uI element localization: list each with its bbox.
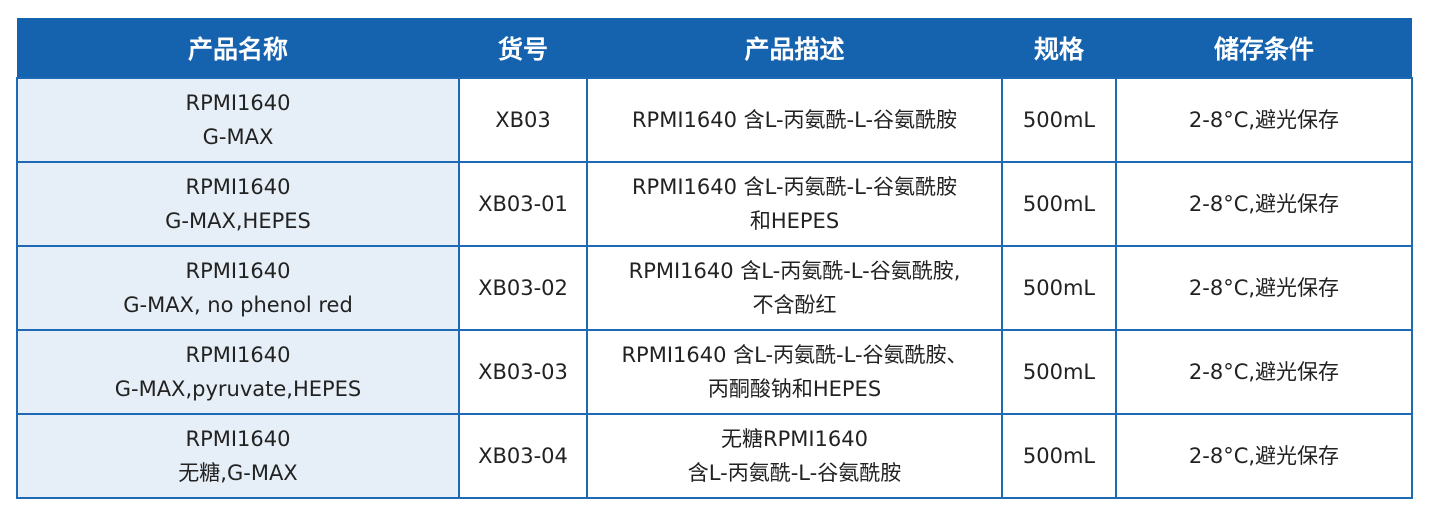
- cell-spec: 500mL: [1001, 245, 1117, 331]
- cell-spec: 500mL: [1001, 161, 1117, 247]
- cell-product-name-text: G-MAX,pyruvate,HEPES: [114, 377, 362, 401]
- cell-product-name: RPMI1640 G-MAX, no phenol red: [16, 245, 460, 331]
- cell-storage-text: 2-8°C,避光保存: [1188, 444, 1340, 468]
- table-row: RPMI1640 G-MAX,pyruvate,HEPES XB03-03 RPMI1…: [16, 329, 1413, 415]
- table-row: RPMI1640 G-MAX,HEPES XB03-01 RPMI1640 含L-丙氨…: [16, 161, 1413, 247]
- cell-description: RPMI1640 含L-丙氨酰-L-谷氨酰胺: [586, 77, 1003, 163]
- cell-product-name-text: RPMI1640: [185, 259, 291, 283]
- product-table: 产品名称 货号 产品描述 规格 储存条件 RPMI1640 G-MAX XB03 RP…: [16, 18, 1413, 499]
- cell-code: XB03-03: [458, 329, 588, 415]
- cell-description-text: 含L-丙氨酰-L-谷氨酰胺: [687, 461, 902, 485]
- header-description: 产品描述: [587, 18, 1002, 78]
- cell-spec-text: 500mL: [1022, 108, 1096, 132]
- cell-description-text: 不含酚红: [752, 293, 837, 317]
- cell-code-text: XB03-03: [478, 360, 568, 384]
- cell-storage: 2-8°C,避光保存: [1115, 329, 1413, 415]
- header-row: 产品名称 货号 产品描述 规格 储存条件: [17, 18, 1412, 78]
- cell-product-name-text: 无糖,G-MAX: [178, 461, 298, 485]
- cell-description: RPMI1640 含L-丙氨酰-L-谷氨酰胺, 不含酚红: [586, 245, 1003, 331]
- cell-product-name: RPMI1640 无糖,G-MAX: [16, 413, 460, 499]
- cell-code: XB03-04: [458, 413, 588, 499]
- cell-code-text: XB03-04: [478, 444, 568, 468]
- cell-description: 无糖RPMI1640 含L-丙氨酰-L-谷氨酰胺: [586, 413, 1003, 499]
- cell-product-name-text: G-MAX: [202, 125, 274, 149]
- cell-code-text: XB03: [495, 108, 551, 132]
- cell-code: XB03-02: [458, 245, 588, 331]
- cell-storage-text: 2-8°C,避光保存: [1188, 360, 1340, 384]
- cell-product-name: RPMI1640 G-MAX,HEPES: [16, 161, 460, 247]
- cell-product-name: RPMI1640 G-MAX: [16, 77, 460, 163]
- header-product-name: 产品名称: [17, 18, 459, 78]
- table-row: RPMI1640 G-MAX, no phenol red XB03-02 RPMI1…: [16, 245, 1413, 331]
- header-code: 货号: [459, 18, 587, 78]
- cell-description-text: 无糖RPMI1640: [720, 427, 868, 451]
- table-row: RPMI1640 无糖,G-MAX XB03-04 无糖RPMI1640 含L-丙氨酰-…: [16, 413, 1413, 499]
- cell-spec-text: 500mL: [1022, 360, 1096, 384]
- cell-code: XB03-01: [458, 161, 588, 247]
- cell-storage: 2-8°C,避光保存: [1115, 413, 1413, 499]
- cell-spec: 500mL: [1001, 329, 1117, 415]
- cell-product-name-text: RPMI1640: [185, 343, 291, 367]
- cell-description-text: 和HEPES: [749, 209, 840, 233]
- cell-description-text: RPMI1640 含L-丙氨酰-L-谷氨酰胺: [631, 108, 958, 132]
- cell-storage: 2-8°C,避光保存: [1115, 77, 1413, 163]
- cell-product-name: RPMI1640 G-MAX,pyruvate,HEPES: [16, 329, 460, 415]
- cell-spec: 500mL: [1001, 77, 1117, 163]
- cell-product-name-text: RPMI1640: [185, 427, 291, 451]
- header-spec: 规格: [1002, 18, 1116, 78]
- cell-product-name-text: G-MAX,HEPES: [165, 209, 311, 233]
- cell-description: RPMI1640 含L-丙氨酰-L-谷氨酰胺、 丙酮酸钠和HEPES: [586, 329, 1003, 415]
- cell-spec-text: 500mL: [1022, 276, 1096, 300]
- cell-code: XB03: [458, 77, 588, 163]
- cell-spec: 500mL: [1001, 413, 1117, 499]
- cell-product-name-text: RPMI1640: [185, 175, 291, 199]
- cell-storage-text: 2-8°C,避光保存: [1188, 192, 1340, 216]
- cell-spec-text: 500mL: [1022, 192, 1096, 216]
- cell-product-name-text: G-MAX, no phenol red: [123, 293, 353, 317]
- cell-code-text: XB03-02: [478, 276, 568, 300]
- table-row: RPMI1640 G-MAX XB03 RPMI1640 含L-丙氨酰-L-谷氨酰胺 5…: [16, 77, 1413, 163]
- cell-code-text: XB03-01: [478, 192, 568, 216]
- cell-description-text: RPMI1640 含L-丙氨酰-L-谷氨酰胺: [631, 175, 958, 199]
- cell-description-text: RPMI1640 含L-丙氨酰-L-谷氨酰胺、: [621, 343, 968, 367]
- cell-spec-text: 500mL: [1022, 444, 1096, 468]
- cell-storage: 2-8°C,避光保存: [1115, 161, 1413, 247]
- cell-description: RPMI1640 含L-丙氨酰-L-谷氨酰胺 和HEPES: [586, 161, 1003, 247]
- cell-storage-text: 2-8°C,避光保存: [1188, 276, 1340, 300]
- cell-description-text: RPMI1640 含L-丙氨酰-L-谷氨酰胺,: [628, 259, 961, 283]
- cell-storage: 2-8°C,避光保存: [1115, 245, 1413, 331]
- cell-description-text: 丙酮酸钠和HEPES: [707, 377, 882, 401]
- cell-storage-text: 2-8°C,避光保存: [1188, 108, 1340, 132]
- header-storage: 储存条件: [1116, 18, 1412, 78]
- cell-product-name-text: RPMI1640: [185, 91, 291, 115]
